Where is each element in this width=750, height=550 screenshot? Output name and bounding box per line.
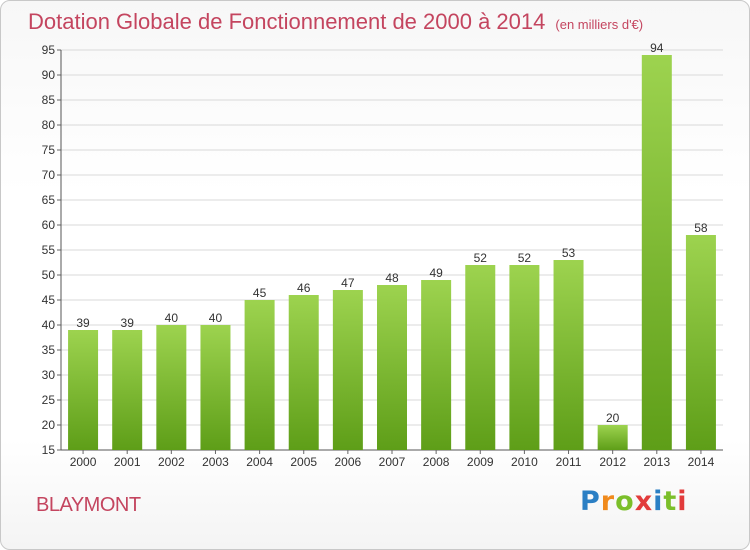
x-tick-label-2005: 2005 [290,455,317,469]
value-label-2004: 45 [253,286,267,300]
logo-letter: o [615,486,635,517]
y-tick-label: 30 [42,368,56,382]
x-tick-label-2010: 2010 [511,455,538,469]
x-tick-label-2003: 2003 [202,455,229,469]
x-tick-label-2009: 2009 [467,455,494,469]
bar-2003 [200,325,231,450]
bar-2002 [156,325,187,450]
chart-title: Dotation Globale de Fonctionnement de 20… [28,9,643,35]
x-tick-label-2014: 2014 [688,455,715,469]
x-tick-label-2004: 2004 [246,455,273,469]
x-tick-label-2013: 2013 [643,455,670,469]
y-tick-label: 15 [42,443,56,457]
value-label-2007: 48 [385,271,399,285]
y-tick-label: 80 [42,118,56,132]
bar-2010 [509,265,540,450]
value-label-2011: 53 [562,246,576,260]
commune-name: BLAYMONT [36,494,141,516]
value-label-2002: 40 [165,311,179,325]
bar-2004 [244,300,275,450]
y-tick-label: 70 [42,168,56,182]
logo-letter: P [580,486,601,517]
x-tick-label-2001: 2001 [114,455,141,469]
value-label-2010: 52 [518,251,532,265]
bar-2013 [641,55,672,450]
bar-2007 [377,285,407,450]
logo-letter: r [600,486,616,517]
bar-2008 [421,280,452,450]
logo-letter: t [663,486,678,517]
bar-2006 [332,290,363,450]
y-tick-label: 35 [42,343,56,357]
labels: 2000 39 2001 39 2002 40 2003 40 2004 45 2005 46 2006… [70,41,715,469]
value-label-2013: 94 [650,41,664,55]
y-tick-label: 65 [42,193,56,207]
x-tick-label-2011: 2011 [556,455,582,469]
x-tick-label-2006: 2006 [335,455,362,469]
value-label-2012: 20 [606,411,620,425]
y-tick-label: 25 [42,393,56,407]
unit-label: (en milliers d'€) [555,17,644,32]
bar-2011 [553,260,584,450]
y-tick-label: 40 [42,318,56,332]
value-label-2008: 49 [429,266,443,280]
chart-title-text: Dotation Globale de Fonctionnement de 20… [28,9,546,34]
logo-letter: i [677,486,688,517]
y-tick-label: 20 [42,418,56,432]
proxiti-logo: Proxiti [580,486,688,517]
value-label-2006: 47 [341,276,355,290]
logo-letter: x [634,486,654,517]
x-tick-label-2002: 2002 [158,455,185,469]
y-tick-label: 45 [42,293,56,307]
bar-2000 [68,330,99,450]
x-tick-label-2007: 2007 [379,455,406,469]
value-label-2003: 40 [209,311,223,325]
value-label-2009: 52 [474,251,488,265]
logo-letter: i [653,486,664,517]
x-tick-label-2000: 2000 [70,455,97,469]
x-tick-label-2012: 2012 [599,455,626,469]
bar-2001 [112,330,143,450]
y-tick-label: 85 [42,93,56,107]
bars [68,55,716,450]
y-tick-label: 50 [42,268,56,282]
y-tick-label: 75 [42,143,56,157]
y-tick-label: 60 [42,218,56,232]
value-label-2000: 39 [76,316,90,330]
bar-2014 [685,235,716,450]
bar-2005 [288,295,319,450]
y-tick-label: 95 [42,43,56,57]
bar-2009 [465,265,496,450]
bar-2012 [597,425,628,450]
x-tick-label-2008: 2008 [423,455,450,469]
y-tick-label: 90 [42,68,56,82]
y-tick-label: 55 [42,243,56,257]
value-label-2001: 39 [121,316,135,330]
value-label-2005: 46 [297,281,311,295]
value-label-2014: 58 [694,221,708,235]
